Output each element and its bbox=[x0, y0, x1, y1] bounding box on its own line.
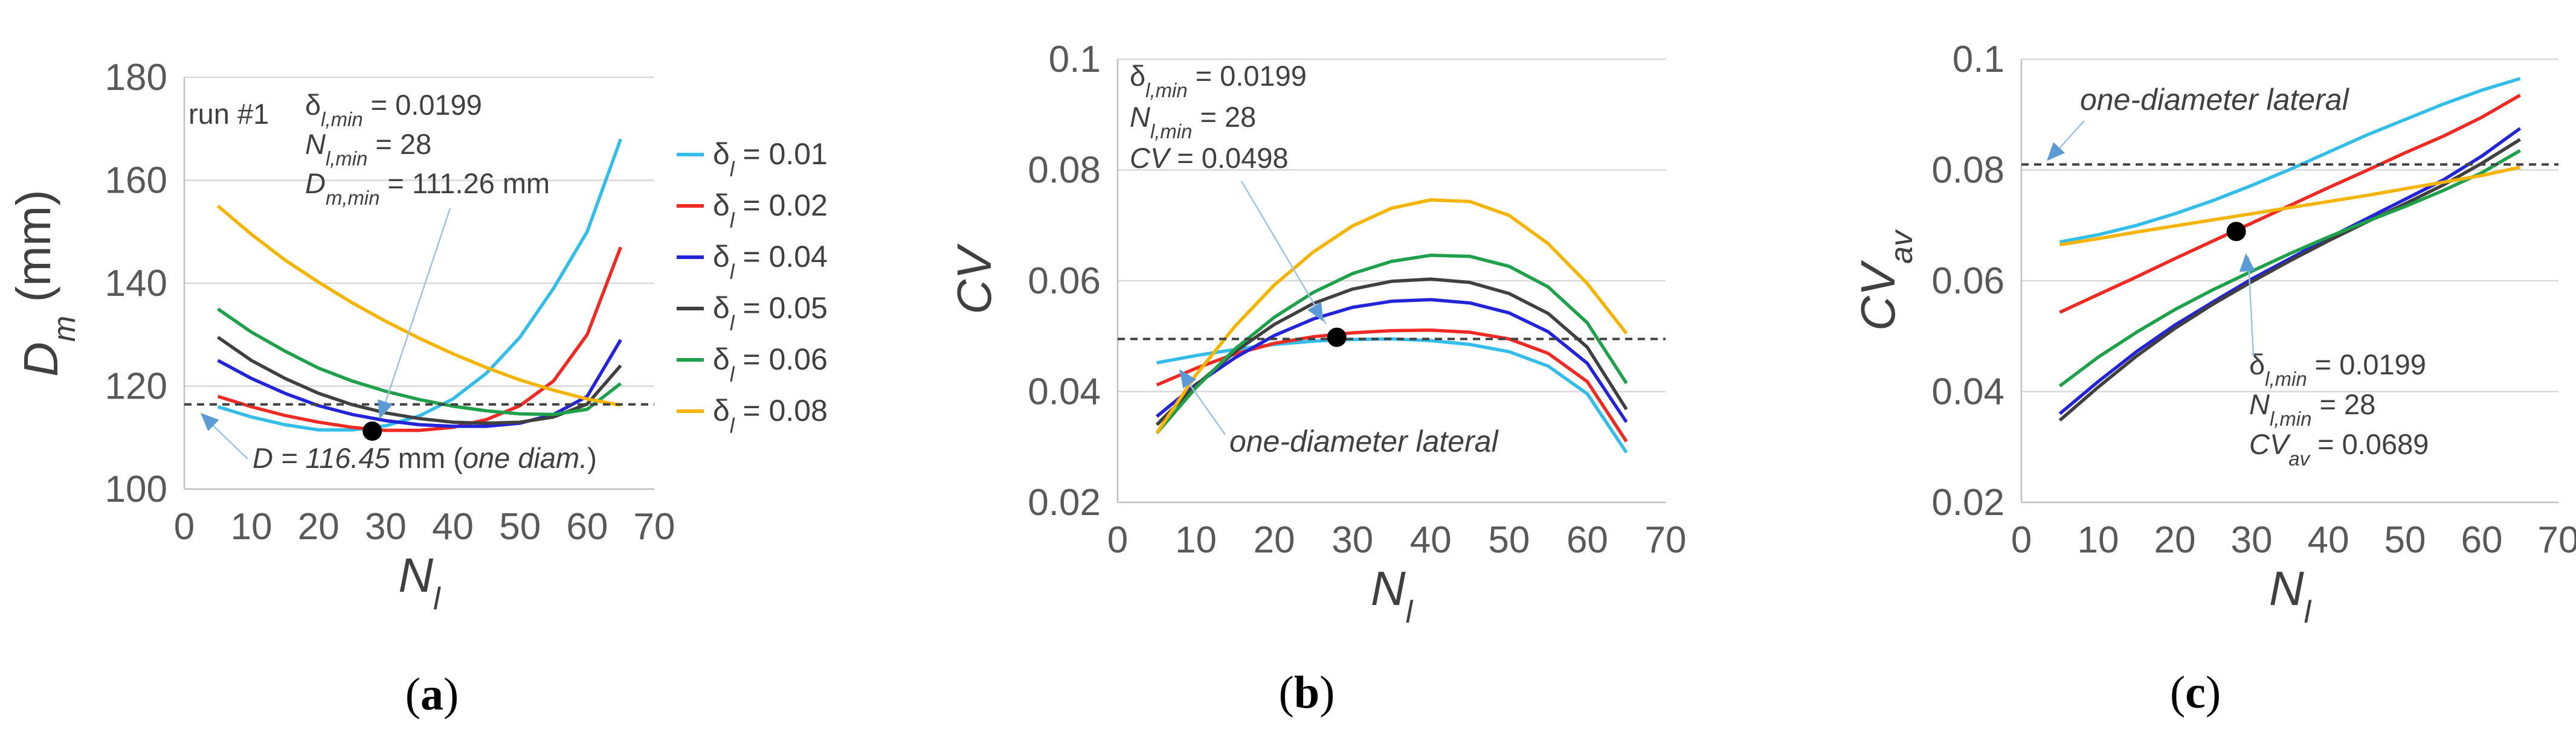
series-line bbox=[217, 307, 622, 417]
arrow-head bbox=[2239, 253, 2255, 272]
leader-line bbox=[1240, 181, 1327, 325]
x-tick-label: 50 bbox=[499, 506, 541, 548]
run-label: run #1 bbox=[188, 98, 269, 130]
y-tick-label: 0.1 bbox=[1953, 39, 2004, 80]
panel-label: (c) bbox=[2170, 667, 2221, 718]
x-tick-label: 50 bbox=[2384, 519, 2426, 561]
series-line bbox=[217, 336, 622, 425]
y-tick-label: 140 bbox=[105, 263, 167, 304]
arrow-head bbox=[1179, 369, 1196, 389]
y-tick-label: 180 bbox=[105, 57, 167, 98]
arrow-head bbox=[201, 412, 219, 432]
y-tick-label: 0.1 bbox=[1049, 39, 1101, 80]
annotation-n-min: Nl,min = 28 bbox=[1130, 101, 1256, 142]
x-tick-label: 70 bbox=[2538, 519, 2576, 561]
x-tick-label: 70 bbox=[634, 506, 675, 548]
y-tick-label: 0.02 bbox=[1028, 482, 1101, 523]
y-tick-label: 0.06 bbox=[1931, 260, 2004, 302]
chart-panel-c: 0.02 0.04 0.06 0.08 0.1 0 10 20 30 40 50 60 70 Nl CVav… bbox=[1851, 39, 2576, 718]
annotation-n-min: Nl,min = 28 bbox=[305, 128, 431, 170]
y-tick-label: 0.08 bbox=[1028, 150, 1101, 191]
chart-panel-b: 0.02 0.04 0.06 0.08 0.1 0 10 20 30 40 50 60 70 Nl CV (b… bbox=[947, 39, 1686, 718]
x-tick-label: 30 bbox=[1331, 519, 1373, 561]
x-tick-label: 60 bbox=[2461, 519, 2503, 561]
series-line bbox=[217, 246, 622, 432]
leader-line bbox=[2247, 257, 2255, 357]
annotation-delta-min: δl,min = 0.0199 bbox=[1130, 60, 1307, 101]
annotation-cvav: CVav = 0.0689 bbox=[2249, 428, 2429, 470]
series-line bbox=[2059, 165, 2521, 247]
legend-entry: δl = 0.01 bbox=[713, 137, 828, 181]
annotation-dm-min: Dm,min = 111.26 mm bbox=[305, 167, 550, 209]
y-axis-label: CVav bbox=[1851, 229, 1919, 331]
x-tick-label: 30 bbox=[2231, 519, 2273, 561]
y-tick-label: 0.08 bbox=[1931, 150, 2004, 191]
annotation-delta-min: δl,min = 0.0199 bbox=[305, 89, 482, 130]
x-tick-label: 10 bbox=[1175, 519, 1217, 561]
y-tick-label: 0.04 bbox=[1028, 371, 1101, 413]
y-tick-label: 0.04 bbox=[1931, 371, 2004, 413]
y-tick-label: 120 bbox=[105, 366, 167, 408]
x-tick-label: 20 bbox=[298, 506, 340, 548]
x-tick-label: 0 bbox=[1107, 519, 1128, 561]
series-line bbox=[2058, 127, 2522, 415]
reference-label: D = 116.45 mm (one diam.) bbox=[253, 442, 597, 474]
y-tick-label: 0.02 bbox=[1931, 482, 2004, 523]
panel-label: (b) bbox=[1279, 667, 1335, 718]
x-axis-label: Nl bbox=[1371, 562, 1414, 630]
annotation-n-min: Nl,min = 28 bbox=[2249, 388, 2375, 430]
optimum-point bbox=[362, 421, 382, 441]
x-tick-label: 70 bbox=[1645, 519, 1687, 561]
y-tick-label: 0.06 bbox=[1028, 260, 1101, 302]
y-axis-label: CV bbox=[947, 243, 1001, 315]
y-tick-label: 160 bbox=[105, 160, 167, 202]
series-line bbox=[1156, 328, 1628, 443]
series-line bbox=[217, 138, 622, 432]
x-tick-label: 60 bbox=[1567, 519, 1608, 561]
x-tick-label: 20 bbox=[1254, 519, 1295, 561]
legend-entry: δl = 0.04 bbox=[713, 240, 828, 284]
series-line bbox=[1155, 254, 1628, 435]
x-tick-label: 20 bbox=[2154, 519, 2196, 561]
y-axis-label: Dm (mm) bbox=[7, 190, 82, 377]
panel-label: (a) bbox=[405, 669, 459, 720]
x-tick-label: 60 bbox=[566, 506, 608, 548]
legend-entry: δl = 0.08 bbox=[713, 394, 828, 438]
series-line bbox=[2058, 149, 2521, 388]
annotation-delta-min: δl,min = 0.0199 bbox=[2249, 348, 2426, 390]
legend-entry: δl = 0.05 bbox=[713, 291, 828, 335]
annotation-cv: CV = 0.0498 bbox=[1130, 142, 1289, 174]
arrow-head bbox=[1307, 302, 1324, 322]
leader-line bbox=[380, 208, 451, 417]
reference-label: one-diameter lateral bbox=[1229, 424, 1499, 458]
legend-entry: δl = 0.02 bbox=[713, 188, 828, 232]
reference-label: one-diameter lateral bbox=[2080, 83, 2350, 117]
x-tick-label: 40 bbox=[2308, 519, 2349, 561]
optimum-point bbox=[2226, 222, 2246, 242]
series-line bbox=[2059, 94, 2521, 314]
series-line bbox=[216, 204, 621, 407]
series-line bbox=[1155, 277, 1628, 426]
x-tick-label: 50 bbox=[1488, 519, 1530, 561]
arrow-head bbox=[2047, 142, 2065, 161]
x-tick-label: 0 bbox=[2011, 519, 2032, 561]
series-line bbox=[1156, 298, 1628, 423]
y-tick-label: 100 bbox=[105, 469, 167, 510]
series-line bbox=[2058, 138, 2521, 422]
x-axis-label: Nl bbox=[398, 548, 441, 616]
series-line bbox=[1155, 198, 1628, 434]
optimum-point bbox=[1327, 327, 1347, 347]
series-line bbox=[2059, 77, 2521, 244]
x-tick-label: 30 bbox=[365, 506, 407, 548]
arrow-head bbox=[378, 399, 393, 420]
x-tick-label: 0 bbox=[174, 506, 195, 548]
x-tick-label: 40 bbox=[1410, 519, 1452, 561]
x-axis-label: Nl bbox=[2269, 562, 2312, 630]
x-tick-label: 10 bbox=[2078, 519, 2119, 561]
chart-panel-a: 100 120 140 160 180 0 10 20 30 40 50 60 70 Nl Dm (mm) (… bbox=[7, 57, 828, 720]
x-tick-label: 10 bbox=[231, 506, 272, 548]
x-tick-label: 40 bbox=[432, 506, 474, 548]
legend-entry: δl = 0.06 bbox=[713, 342, 828, 386]
